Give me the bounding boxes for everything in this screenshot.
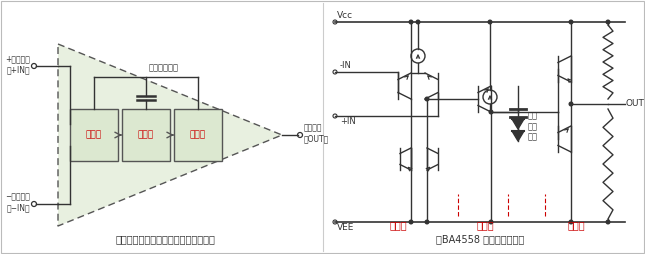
Polygon shape	[512, 131, 524, 141]
Text: OUT: OUT	[626, 100, 645, 108]
Polygon shape	[512, 119, 524, 129]
Text: 輸入段: 輸入段	[389, 220, 407, 230]
Circle shape	[409, 220, 413, 224]
Circle shape	[489, 110, 493, 114]
Polygon shape	[58, 44, 282, 226]
Circle shape	[425, 97, 429, 101]
Text: VEE: VEE	[337, 223, 354, 232]
Bar	[122, 109, 170, 161]
Text: −輸入端子
（−IN）: −輸入端子 （−IN）	[5, 192, 30, 212]
Text: 輸出段: 輸出段	[190, 131, 206, 139]
Text: -IN: -IN	[340, 61, 352, 70]
Text: 輸出段: 輸出段	[567, 220, 585, 230]
Text: 輸入段: 輸入段	[86, 131, 102, 139]
Circle shape	[606, 20, 610, 24]
Text: 增益段: 增益段	[138, 131, 154, 139]
Circle shape	[569, 220, 573, 224]
Text: 「一般的運算放大器的內部電路結構」: 「一般的運算放大器的內部電路結構」	[115, 234, 215, 244]
Text: 【BA4558 内部等效電路】: 【BA4558 内部等效電路】	[436, 234, 524, 244]
Circle shape	[416, 20, 420, 24]
Bar	[70, 109, 118, 161]
Text: 相位
補償
電容: 相位 補償 電容	[528, 112, 538, 141]
Text: +輸入端子
（+IN）: +輸入端子 （+IN）	[5, 54, 30, 74]
Bar	[174, 109, 222, 161]
Circle shape	[569, 102, 573, 106]
Circle shape	[569, 20, 573, 24]
Text: 輸出端子
（OUT）: 輸出端子 （OUT）	[304, 123, 329, 143]
Text: +IN: +IN	[340, 117, 356, 126]
Text: Vcc: Vcc	[337, 11, 353, 20]
Circle shape	[409, 20, 413, 24]
Circle shape	[488, 20, 491, 24]
Text: 增益段: 增益段	[476, 220, 494, 230]
Circle shape	[489, 220, 493, 224]
Circle shape	[606, 220, 610, 224]
Circle shape	[425, 220, 429, 224]
Text: 相位補償電容: 相位補償電容	[149, 63, 179, 72]
